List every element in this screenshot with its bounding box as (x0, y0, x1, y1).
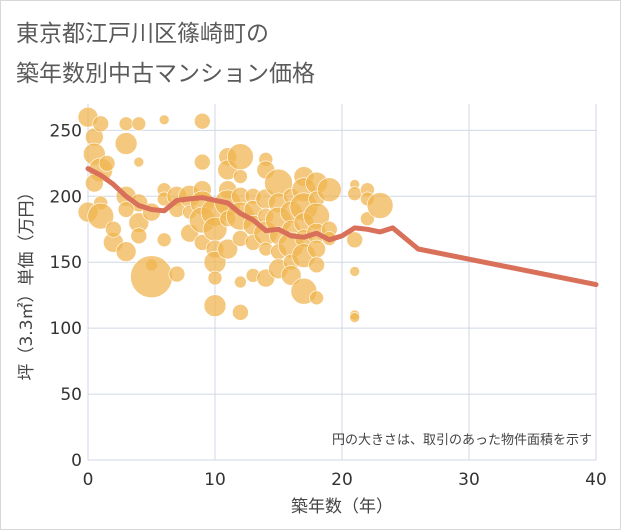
data-bubble (309, 290, 324, 306)
data-bubble (115, 241, 137, 262)
x-tick-label: 40 (585, 470, 607, 490)
data-bubble (217, 238, 238, 260)
data-bubble (227, 143, 254, 171)
y-tick-label: 250 (50, 121, 82, 141)
data-bubble (117, 201, 135, 218)
data-bubble (114, 132, 138, 155)
data-bubble (232, 304, 249, 321)
data-bubble (87, 202, 114, 230)
y-tick-label: 50 (60, 385, 82, 405)
data-bubble (105, 220, 122, 238)
chart-title-line-2: 築年数別中古マンション価格 (16, 61, 315, 87)
axis-ticks: 0 50 100 150 200 250 0 10 20 30 40 (50, 121, 607, 490)
data-bubble (98, 155, 116, 172)
data-bubble (346, 231, 364, 249)
data-bubble (316, 177, 342, 203)
data-bubble (349, 266, 361, 277)
data-bubble (307, 239, 326, 259)
y-tick-label: 200 (50, 187, 82, 207)
y-axis-label: 坪（3.3㎡）単価（万円） (17, 183, 37, 380)
data-bubble (133, 156, 145, 168)
data-bubble (207, 270, 223, 286)
data-bubble (158, 114, 170, 126)
x-tick-label: 20 (331, 470, 353, 490)
data-bubble (203, 294, 227, 318)
y-tick-label: 150 (50, 253, 82, 273)
data-bubble (233, 169, 248, 184)
data-bubble (234, 275, 247, 289)
x-tick-label: 10 (204, 470, 226, 490)
data-bubble (308, 256, 325, 274)
data-bubble (156, 232, 172, 248)
y-tick-label: 100 (50, 319, 82, 339)
y-tick-label: 0 (71, 451, 82, 471)
data-bubble (366, 192, 394, 219)
average-price-line (85, 166, 599, 288)
data-bubble (347, 186, 363, 201)
data-bubble (131, 116, 147, 132)
chart-title-line-1: 東京都江戸川区篠崎町の (16, 21, 269, 47)
data-bubble (130, 255, 173, 299)
data-bubble (194, 112, 211, 130)
data-bubble (168, 265, 186, 283)
x-axis-label: 築年数（年） (291, 497, 393, 517)
trend-layer (85, 166, 599, 288)
data-bubble (360, 211, 375, 227)
x-tick-label: 30 (458, 470, 480, 490)
data-bubble (92, 115, 109, 133)
x-tick-label: 0 (83, 470, 94, 490)
size-legend-note: 円の大きさは、取引のあった物件面積を示す (332, 433, 592, 448)
bubble-layer (77, 106, 394, 323)
data-bubble (349, 312, 361, 323)
data-bubble (194, 153, 211, 171)
data-bubble (118, 116, 134, 132)
data-bubble (130, 227, 148, 245)
